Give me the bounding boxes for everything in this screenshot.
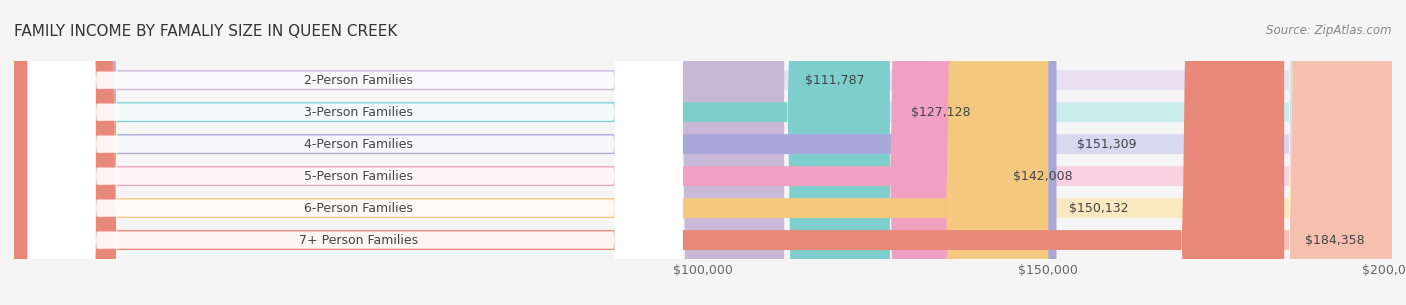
FancyBboxPatch shape (14, 0, 1056, 305)
FancyBboxPatch shape (14, 0, 785, 305)
FancyBboxPatch shape (14, 0, 993, 305)
FancyBboxPatch shape (28, 0, 682, 305)
Text: 2-Person Families: 2-Person Families (304, 74, 413, 87)
Text: $142,008: $142,008 (1014, 170, 1073, 183)
Text: 6-Person Families: 6-Person Families (304, 202, 413, 215)
Text: 5-Person Families: 5-Person Families (304, 170, 413, 183)
Text: $151,309: $151,309 (1077, 138, 1136, 151)
FancyBboxPatch shape (14, 0, 1392, 305)
FancyBboxPatch shape (14, 0, 1049, 305)
Text: Source: ZipAtlas.com: Source: ZipAtlas.com (1267, 24, 1392, 38)
FancyBboxPatch shape (14, 0, 890, 305)
FancyBboxPatch shape (14, 0, 1392, 305)
Text: $184,358: $184,358 (1305, 234, 1364, 246)
FancyBboxPatch shape (28, 0, 682, 305)
FancyBboxPatch shape (14, 0, 1392, 305)
Text: 7+ Person Families: 7+ Person Families (299, 234, 418, 246)
FancyBboxPatch shape (28, 0, 682, 305)
Text: $150,132: $150,132 (1069, 202, 1129, 215)
FancyBboxPatch shape (14, 0, 1392, 305)
Text: $111,787: $111,787 (804, 74, 865, 87)
FancyBboxPatch shape (28, 0, 682, 305)
Text: $127,128: $127,128 (911, 106, 970, 119)
FancyBboxPatch shape (14, 0, 1392, 305)
Text: FAMILY INCOME BY FAMALIY SIZE IN QUEEN CREEK: FAMILY INCOME BY FAMALIY SIZE IN QUEEN C… (14, 24, 398, 39)
FancyBboxPatch shape (14, 0, 1392, 305)
Text: 4-Person Families: 4-Person Families (304, 138, 413, 151)
FancyBboxPatch shape (28, 0, 682, 305)
FancyBboxPatch shape (28, 0, 682, 305)
FancyBboxPatch shape (14, 0, 1284, 305)
Text: 3-Person Families: 3-Person Families (304, 106, 413, 119)
